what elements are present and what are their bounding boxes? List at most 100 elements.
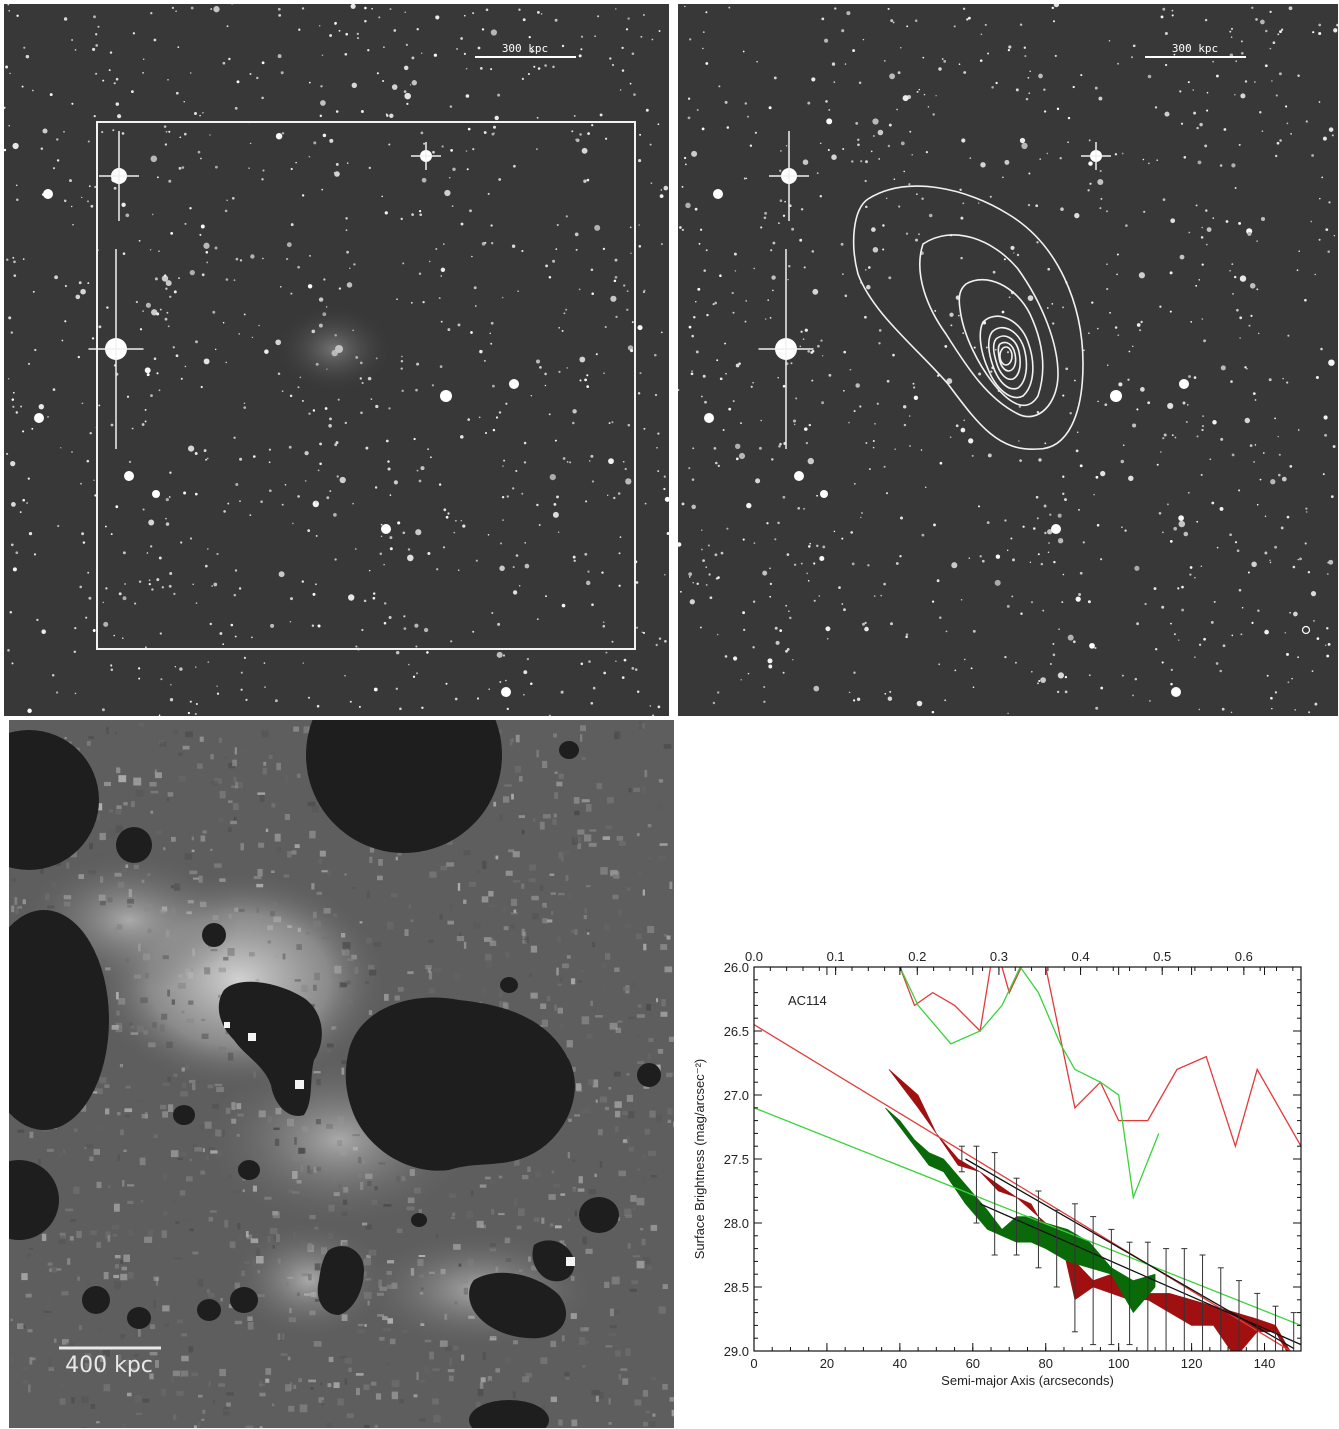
speckle — [514, 1198, 517, 1207]
star — [400, 360, 404, 363]
speckle — [515, 734, 520, 743]
speckle — [234, 907, 239, 912]
speckle — [140, 997, 148, 1004]
mask-disk — [306, 720, 502, 853]
speckle — [636, 1260, 645, 1269]
star — [1314, 702, 1318, 706]
speckle — [370, 1381, 377, 1386]
speckle — [488, 904, 496, 908]
speckle — [241, 1270, 245, 1277]
star — [138, 239, 141, 242]
star — [1043, 110, 1047, 113]
star — [346, 250, 349, 254]
star — [889, 690, 892, 693]
star — [864, 626, 869, 632]
star — [1288, 6, 1293, 11]
star — [594, 35, 596, 38]
speckle — [365, 1173, 373, 1179]
star — [786, 648, 790, 651]
star — [438, 297, 441, 300]
speckle — [206, 1289, 210, 1294]
residual-map-panel: 400 kpc — [9, 720, 674, 1428]
speckle — [228, 827, 232, 833]
star — [1108, 40, 1111, 42]
speckle — [363, 1271, 367, 1277]
star — [499, 565, 505, 572]
speckle — [63, 1149, 66, 1154]
star — [1307, 570, 1311, 574]
star — [772, 289, 774, 292]
speckle — [503, 880, 508, 889]
speckle — [447, 1369, 455, 1373]
contour-1 — [852, 185, 1084, 450]
star — [150, 12, 153, 15]
speckle — [116, 767, 121, 774]
star — [15, 411, 19, 414]
star — [714, 301, 718, 305]
star — [811, 379, 814, 382]
star — [1305, 507, 1308, 510]
speckle — [511, 898, 518, 906]
speckle — [369, 856, 373, 864]
speckle — [161, 906, 168, 912]
speckle — [551, 1386, 556, 1390]
speckle — [259, 1426, 263, 1428]
speckle — [458, 1263, 462, 1267]
speckle — [307, 801, 316, 807]
star — [767, 299, 770, 302]
star — [489, 332, 491, 335]
star — [443, 243, 445, 245]
speckle — [334, 965, 342, 974]
speckle — [267, 1236, 271, 1243]
star — [811, 77, 816, 82]
speckle — [656, 1064, 661, 1071]
star — [1196, 126, 1199, 130]
star — [213, 582, 218, 587]
speckle — [258, 1383, 265, 1386]
star — [1269, 47, 1272, 50]
star — [518, 8, 521, 11]
x-tick-label: 20 — [820, 1356, 834, 1371]
star — [779, 199, 783, 202]
speckle — [616, 836, 624, 841]
speckle — [540, 1357, 548, 1364]
star-masks — [9, 720, 661, 1428]
star — [691, 150, 698, 157]
speckle — [499, 1001, 508, 1008]
star — [1315, 376, 1319, 379]
speckle — [454, 1301, 458, 1305]
star — [505, 402, 508, 405]
star — [743, 177, 746, 180]
star — [445, 515, 449, 519]
star — [236, 80, 240, 84]
speckle — [588, 1189, 597, 1195]
speckle — [69, 1236, 74, 1241]
star — [399, 707, 402, 711]
star — [883, 582, 886, 586]
speckle — [161, 1013, 168, 1020]
speckle — [173, 1073, 178, 1077]
star — [619, 536, 622, 538]
speckle — [427, 967, 431, 973]
star — [1266, 674, 1269, 677]
star — [545, 595, 547, 598]
star — [890, 19, 894, 23]
speckle — [113, 927, 117, 935]
star — [204, 564, 208, 568]
star — [536, 503, 539, 507]
star — [1278, 72, 1282, 76]
star — [214, 246, 218, 250]
speckle — [237, 1234, 243, 1242]
star — [337, 398, 340, 401]
speckle — [201, 1418, 205, 1421]
star — [916, 90, 919, 93]
star — [1286, 652, 1289, 656]
star — [440, 275, 442, 277]
speckle — [647, 824, 652, 828]
speckle — [550, 1340, 557, 1348]
speckle — [592, 1009, 597, 1012]
star — [524, 542, 526, 544]
speckle — [41, 1233, 47, 1241]
star — [142, 71, 145, 74]
star — [168, 584, 172, 588]
